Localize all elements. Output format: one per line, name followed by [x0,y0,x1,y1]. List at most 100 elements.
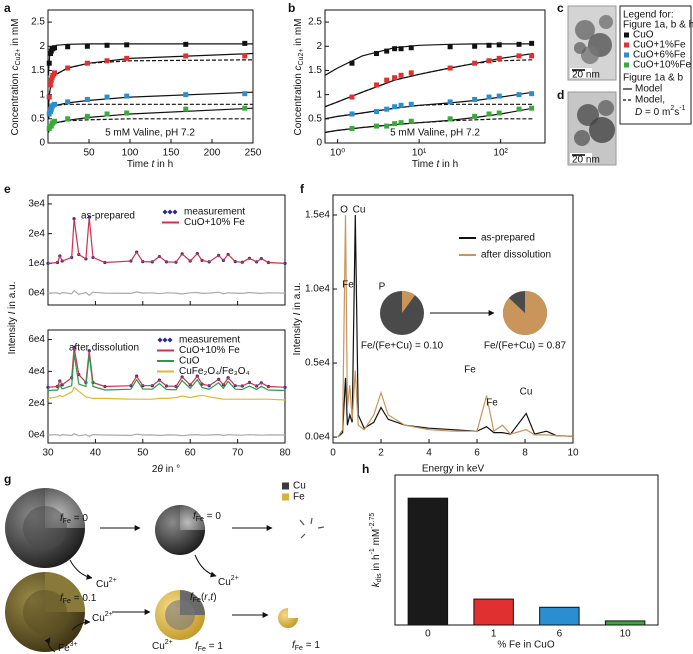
panel-label: b [288,1,295,15]
x-tick-label: 100 [122,148,139,159]
diagram-label-part: 3+ [70,641,78,648]
legend-label: CuO+10%Fe [633,60,692,71]
data-point [529,53,535,59]
data-point [408,101,414,107]
data-point [84,113,90,119]
data-point [124,110,130,116]
data-point [516,92,522,98]
diagram-label-part: ) [213,592,216,603]
data-point [349,60,355,66]
model-curve [324,52,534,108]
plot-frame [394,474,659,626]
legend-label: CuO+1%Fe [633,40,686,51]
data-point [52,70,58,76]
legend-marker [624,62,629,68]
diagram-label-part: f [60,593,64,604]
scale-box [570,153,592,163]
x-tick-label: 1 [491,629,497,640]
diagram-label-part: Cu [218,577,231,588]
data-point [529,105,535,111]
peak-label: Fe [464,365,476,376]
peak-label: Cu [353,205,366,216]
data-point [447,116,453,122]
diagram-label: fFe = 1 [292,640,320,653]
x-tick-label: 150 [163,148,180,159]
data-point [84,96,90,102]
plot-frame [324,9,546,144]
x-axis-label: % Fe in CuO [497,640,554,651]
cutaway [180,505,205,530]
y-axis-label-part: in mM [293,19,304,49]
model-curve [324,43,534,76]
x-axis-label-part: Time [127,159,152,170]
data-point [447,65,453,71]
x-tick-label: 60 [185,448,197,459]
particle [589,117,615,143]
diagram-label-part: Cu [96,579,109,590]
data-point [408,118,414,124]
diagram-label: fFe = 0 [193,511,221,524]
legend-label: CuO+6%Fe [633,50,686,61]
diagram-label-part: Cu [152,641,165,652]
x-axis-label-part: θ [157,464,163,475]
data-point [392,46,398,52]
data-point [384,77,390,83]
series-line [47,386,286,401]
data-point [104,94,110,100]
fragment [300,533,306,539]
core [23,506,67,550]
legend-label: after dissolution [481,250,551,261]
release-arrow [44,637,56,653]
data-point [516,41,522,47]
model-curve [48,43,253,76]
x-axis-label-part: t [151,159,155,170]
diagram-label-part: Fe [63,598,71,605]
data-point [496,93,502,99]
x-tick-label: 50 [83,148,95,159]
diagram-label-part: r [204,592,208,603]
x-tick-label: 10¹ [412,148,427,159]
data-point [516,53,522,59]
x-tick-label: 70 [232,448,244,459]
y-tick-label: 0e4 [28,430,45,441]
data-point [65,116,71,122]
diagram-label-part: 2+ [165,639,173,646]
x-tick-label: 4 [426,448,432,459]
bar [604,620,646,626]
particle [581,46,599,64]
release-arrow [194,554,217,578]
data-point [183,92,189,98]
pie-slice-fe [502,291,547,335]
data-point [349,125,355,131]
model-curve [324,103,534,120]
y-tick-label: 0.5 [31,113,45,124]
model-curve [324,118,534,133]
legend-label: CuO+10% Fe [184,217,245,228]
x-axis-label: Energy in keV [422,464,485,475]
data-point [486,58,492,64]
data-point [486,94,492,100]
y-tick-label: 1 [316,89,322,100]
y-tick-label: 0.5 [308,113,322,124]
diagram-legend-marker [282,482,289,490]
diagram-label-part: ( [201,592,205,603]
model-curve [48,52,254,107]
data-point [46,94,52,100]
y-tick-label: 0.5e4 [305,358,330,369]
y-tick-label: 1e4 [28,258,45,269]
legend-marker [624,42,629,48]
data-point [496,110,502,116]
data-point [384,123,390,129]
y-axis-label-part: Concentration [10,70,21,135]
legend-marker [157,337,163,343]
y-axis-label-part: k [371,581,382,587]
diagram-label-part: = 0 [71,513,88,524]
legend-marker [167,337,173,343]
legend-marker [624,32,629,38]
fragments [299,517,325,539]
y-axis-label-part: mM [371,529,382,548]
data-point [472,96,478,102]
data-point [384,106,390,112]
legend-label: D = 0 m2s-1 [635,105,686,117]
